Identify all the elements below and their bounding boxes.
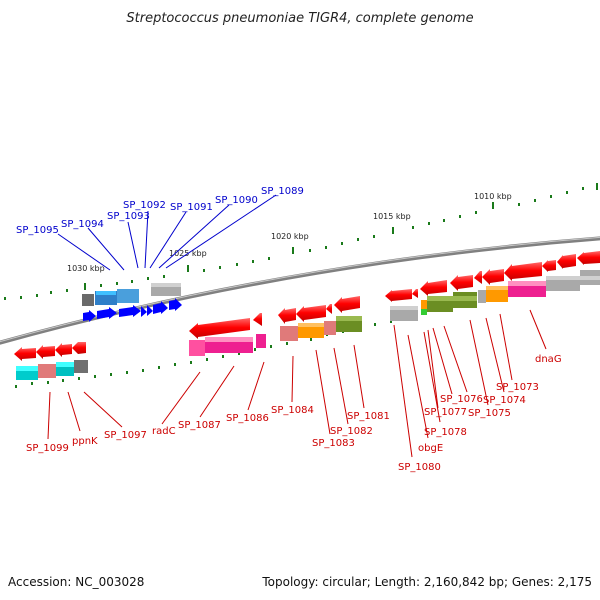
gene-arrow-sp-1091[interactable] — [147, 305, 153, 316]
gene-arrow-sp-1089[interactable] — [169, 298, 182, 311]
gene-label-sp-1083: SP_1083 — [312, 438, 355, 449]
reverse-leader-lines — [47, 309, 547, 458]
gene-label-sp-1093: SP_1093 — [107, 211, 150, 222]
gene-arrow-ppnk[interactable] — [36, 345, 55, 359]
gene-label-sp-1076: SP_1076 — [440, 394, 483, 405]
gene-arrow-sp-1097[interactable] — [55, 343, 72, 357]
gene-label-sp-1080: SP_1080 — [398, 462, 441, 473]
gene-arrow-dnag[interactable] — [577, 251, 600, 265]
gene-arrow-sp-1087[interactable] — [253, 313, 262, 326]
gene-label-sp-1082: SP_1082 — [330, 426, 373, 437]
gene-arrow-radc[interactable] — [189, 318, 250, 339]
gene-label-sp-1078: SP_1078 — [424, 427, 467, 438]
gene-label-sp-1075: SP_1075 — [468, 408, 511, 419]
reverse-strand-genes — [14, 251, 600, 380]
gene-label-dnag: dnaG — [535, 354, 562, 365]
genome-backbone — [0, 236, 600, 345]
gene-arrow-sp-1082[interactable] — [334, 296, 360, 313]
gene-arrow-sp-1080[interactable] — [412, 289, 418, 298]
gene-label-sp-1092: SP_1092 — [123, 200, 166, 211]
gene-arrow-sp-1086[interactable] — [278, 308, 296, 324]
gene-label-sp-1095: SP_1095 — [16, 225, 59, 236]
genome-summary-text: Topology: circular; Length: 2,160,842 bp… — [261, 575, 592, 589]
scale-label-1015: 1015 kbp — [373, 212, 411, 221]
forward-strand-genes — [82, 283, 182, 322]
gene-label-sp-1077: SP_1077 — [424, 407, 467, 418]
gene-label-radc: radC — [152, 426, 176, 437]
gene-label-sp-1087: SP_1087 — [178, 420, 221, 431]
gene-arrow-sp-1073[interactable] — [557, 254, 576, 269]
gene-arrow-sp-1076[interactable] — [482, 269, 504, 285]
gene-arrow-sp-1075[interactable] — [504, 262, 542, 281]
gene-arrow-sp-1090[interactable] — [153, 301, 168, 314]
gene-arrow-sp-1094[interactable] — [97, 307, 117, 319]
page-title: Streptococcus pneumoniae TIGR4, complete… — [126, 11, 473, 26]
gene-label-sp-1084: SP_1084 — [271, 405, 314, 416]
gene-label-sp-1099: SP_1099 — [26, 443, 69, 454]
gene-label-sp-1090: SP_1090 — [215, 195, 258, 206]
gene-arrow-obge[interactable] — [420, 280, 447, 296]
gene-arrow-sp-1083[interactable] — [326, 304, 332, 314]
gene-label-sp-1094: SP_1094 — [61, 219, 104, 230]
gene-label-obge: obgE — [418, 443, 443, 454]
gene-arrow-sp-1081[interactable] — [385, 289, 412, 302]
gene-arrow-sp-1074[interactable] — [542, 260, 556, 272]
accession-text: Accession: NC_003028 — [8, 575, 144, 589]
gene-arrow-sp-1078[interactable] — [450, 275, 473, 291]
gene-label-sp-1089: SP_1089 — [261, 186, 304, 197]
gene-arrow-sp-1092[interactable] — [141, 306, 147, 317]
gene-label-sp-1073: SP_1073 — [496, 382, 539, 393]
gene-label-sp-1081: SP_1081 — [347, 411, 390, 422]
scale-label-1010: 1010 kbp — [474, 192, 512, 201]
gene-arrow-sp-1077[interactable] — [474, 271, 482, 284]
gene-arrow-sp-1095[interactable] — [83, 310, 96, 322]
scale-label-1020: 1020 kbp — [271, 232, 309, 241]
gene-label-sp-1074: SP_1074 — [483, 395, 526, 406]
scale-label-1030: 1030 kbp — [67, 264, 105, 273]
gene-label-sp-1091: SP_1091 — [170, 202, 213, 213]
gene-label-sp-1086: SP_1086 — [226, 413, 269, 424]
gene-arrow-sp-1084[interactable] — [296, 305, 326, 322]
gene-label-sp-1097: SP_1097 — [104, 430, 147, 441]
gene-arrow-sp-1099[interactable] — [14, 347, 36, 361]
gene-label-ppnk: ppnK — [72, 436, 98, 447]
forward-leader-lines — [57, 194, 277, 271]
gene-arrow-sp-1093[interactable] — [119, 305, 141, 317]
